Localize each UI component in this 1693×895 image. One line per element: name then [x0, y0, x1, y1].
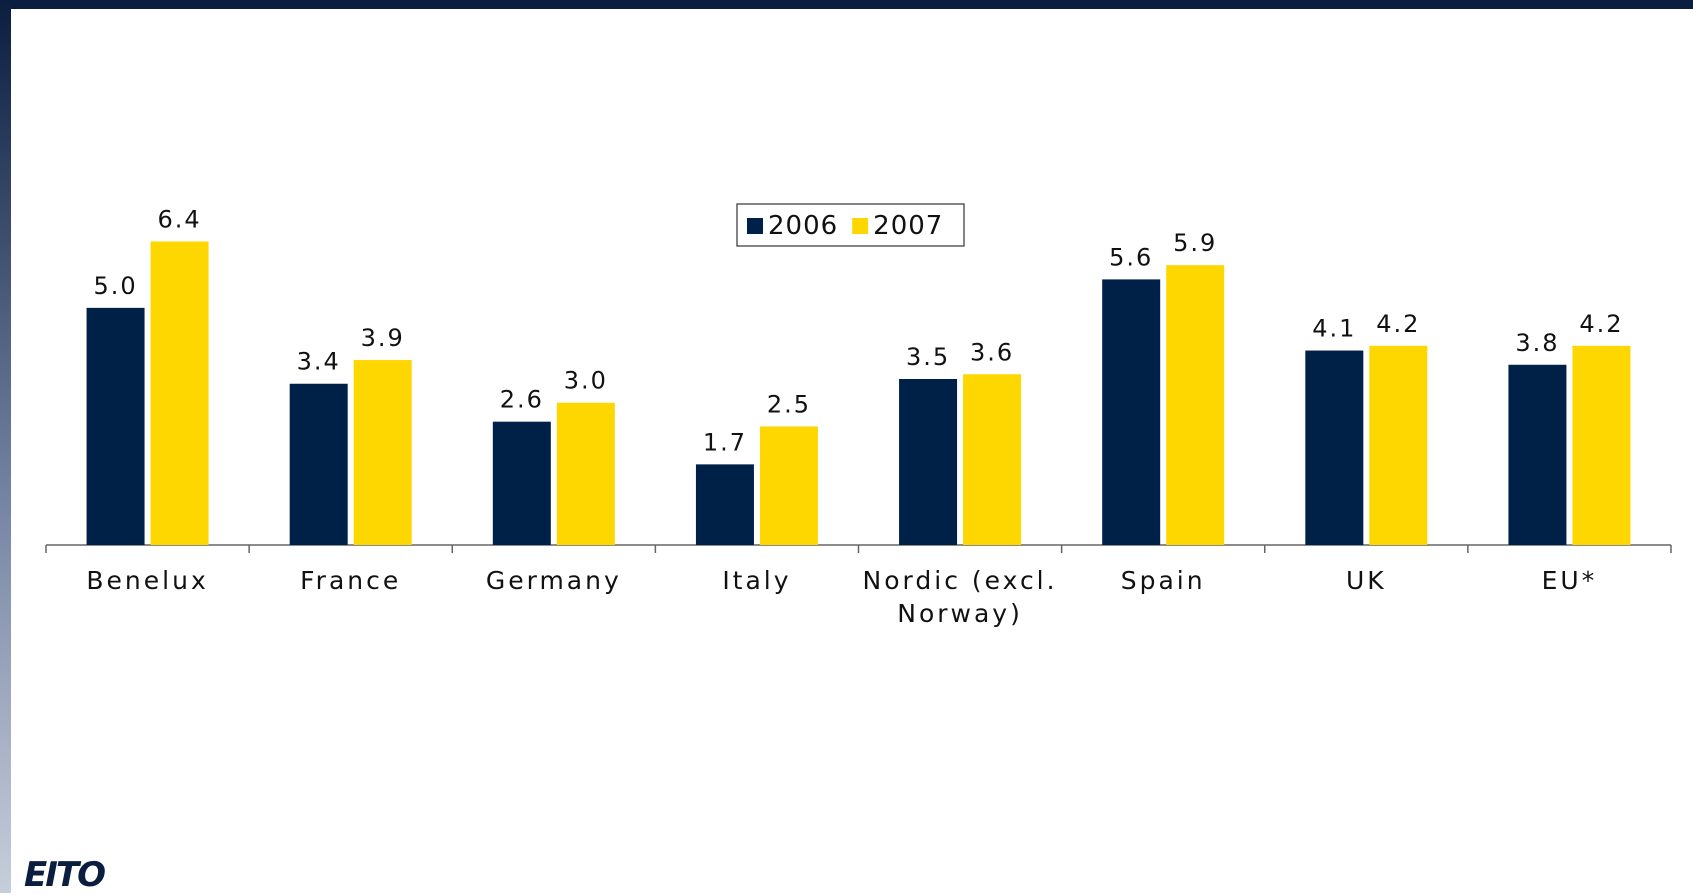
value-label: 4.2	[1376, 310, 1420, 338]
legend-label: 2006	[768, 211, 838, 241]
legend-label: 2007	[873, 211, 943, 241]
legend-box	[736, 203, 965, 247]
value-label: 3.4	[297, 348, 341, 376]
bar	[1305, 350, 1364, 545]
bar	[899, 379, 958, 545]
bar	[1572, 345, 1631, 545]
value-label: 5.0	[93, 272, 137, 300]
value-label: 4.2	[1579, 310, 1623, 338]
value-label: 3.5	[906, 343, 950, 371]
value-label: 2.6	[500, 386, 544, 414]
bar	[759, 426, 818, 545]
value-label: 5.6	[1109, 243, 1153, 271]
legend-swatch	[852, 218, 869, 234]
x-tick-label: Germany	[485, 566, 622, 595]
bar	[1508, 364, 1567, 545]
value-label: 5.9	[1173, 229, 1217, 257]
bar	[150, 241, 209, 545]
value-label: 6.4	[157, 205, 201, 233]
x-tick-label: France	[300, 566, 402, 595]
x-tick-label: Spain	[1120, 566, 1206, 595]
bar	[492, 421, 551, 545]
value-label: 3.8	[1515, 329, 1559, 357]
bar	[1102, 279, 1161, 545]
bar	[86, 307, 145, 545]
top-bar	[0, 0, 1693, 9]
x-tick-label: Nordic (excl. Norway)	[862, 566, 1058, 628]
bar	[1369, 345, 1428, 545]
value-label: 3.0	[564, 367, 608, 395]
value-label: 3.6	[970, 338, 1014, 366]
side-bar	[0, 0, 11, 893]
x-tick-label: Italy	[722, 566, 792, 595]
value-label: 3.9	[361, 324, 405, 352]
value-label: 2.5	[767, 390, 811, 418]
bar	[353, 360, 412, 545]
bar	[289, 383, 348, 545]
bar	[1166, 265, 1225, 545]
x-tick-label: UK	[1345, 566, 1387, 595]
x-tick-label: EU*	[1541, 566, 1598, 595]
x-tick-label: Benelux	[86, 566, 209, 595]
bar	[963, 374, 1022, 545]
bar	[556, 402, 615, 545]
logo: EITO	[24, 855, 106, 895]
value-label: 4.1	[1312, 315, 1356, 343]
legend-swatch	[747, 218, 763, 234]
value-label: 1.7	[703, 428, 747, 456]
bar	[695, 464, 754, 545]
